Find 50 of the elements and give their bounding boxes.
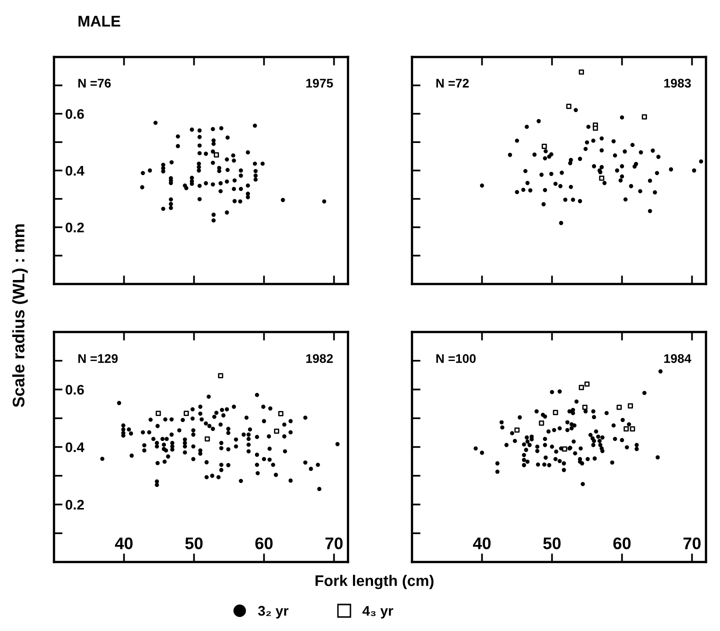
x-tick-label: 60 — [613, 537, 631, 550]
point — [552, 410, 558, 416]
point — [642, 114, 647, 120]
point — [582, 404, 588, 410]
point — [578, 384, 584, 390]
annotation: N =100 — [436, 354, 476, 363]
x-tick-label: 40 — [114, 537, 133, 550]
y-axis-title: Scale radius (WL) : mm — [12, 224, 28, 408]
annotation: N =76 — [78, 78, 111, 88]
y-tick-label: 0.6 — [66, 384, 84, 395]
point — [274, 428, 280, 434]
y-tick-label: 0.2 — [66, 500, 84, 510]
x-tick-label: 60 — [255, 537, 273, 550]
y-tick-label: 0.4 — [66, 166, 84, 176]
annotation: 1975 — [306, 78, 333, 88]
point — [562, 446, 568, 452]
point — [218, 373, 224, 378]
annotation: 1984 — [664, 354, 692, 363]
chart-title: MALE — [78, 16, 120, 26]
y-tick-label: 0.6 — [66, 109, 84, 119]
point — [592, 126, 598, 131]
annotation: 1982 — [306, 354, 333, 363]
point — [599, 176, 604, 181]
x-tick-label: 70 — [683, 537, 701, 550]
annotation: N =72 — [436, 78, 469, 88]
x-tick-label: 40 — [472, 537, 491, 550]
x-axis-title: Fork length (cm) — [316, 574, 434, 590]
point — [628, 403, 633, 408]
point — [566, 104, 572, 109]
point — [616, 404, 622, 410]
x-tick-label: 50 — [185, 537, 203, 550]
point — [578, 69, 584, 75]
point — [184, 410, 189, 416]
point — [278, 411, 284, 416]
point — [584, 381, 590, 387]
legend-label: 4₃ yr — [362, 606, 394, 618]
y-tick-label: 0.2 — [66, 222, 84, 232]
legend-label: 3₂ yr — [258, 606, 288, 618]
point — [204, 436, 210, 442]
point — [542, 144, 547, 149]
point — [538, 420, 544, 426]
annotation: N =129 — [78, 354, 118, 363]
point — [630, 426, 636, 432]
y-tick-label: 0.4 — [66, 442, 84, 452]
annotation: 1983 — [664, 78, 691, 88]
point — [624, 426, 629, 432]
x-tick-label: 70 — [325, 537, 343, 550]
point — [514, 427, 520, 433]
point — [156, 410, 161, 416]
x-tick-label: 50 — [543, 537, 561, 550]
